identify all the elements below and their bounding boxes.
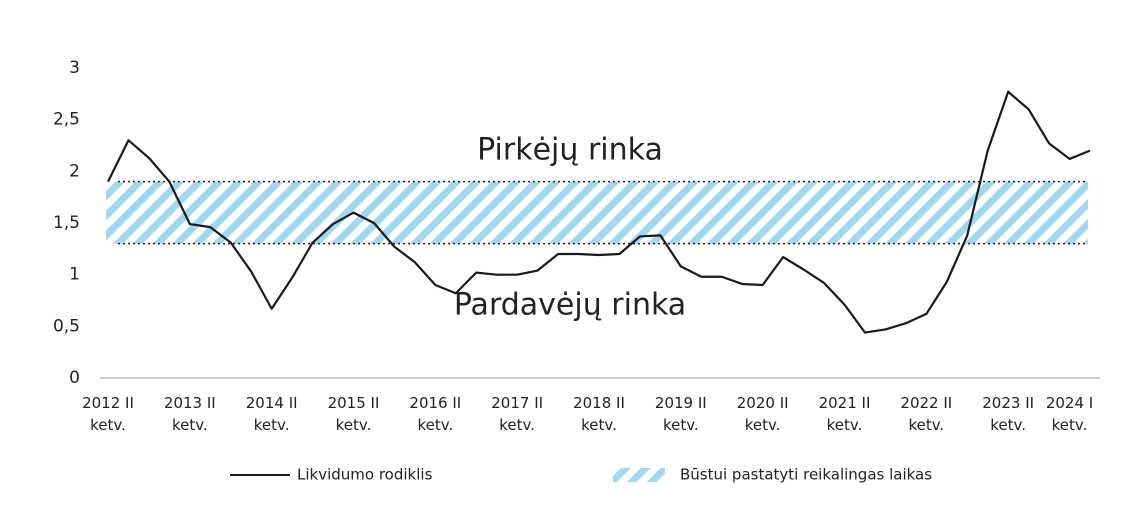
x-tick-label: 2016 II ketv. bbox=[409, 394, 462, 434]
annotation: Pirkėjų rinka bbox=[477, 133, 663, 168]
x-tick-label: 2024 I ketv. bbox=[1045, 394, 1094, 434]
x-tick-label: 2020 II ketv. bbox=[736, 394, 789, 434]
x-tick-label: 2017 II ketv. bbox=[491, 394, 544, 434]
x-tick-label: 2018 II ketv. bbox=[573, 394, 625, 434]
x-tick-label: 2015 II ketv. bbox=[327, 394, 380, 434]
y-tick-label: 0,5 bbox=[53, 316, 80, 336]
annotation: Pardavėjų rinka bbox=[454, 288, 686, 323]
x-tick-label: 2012 II ketv. bbox=[82, 394, 134, 434]
y-tick-label: 3 bbox=[69, 58, 80, 78]
legend-label: Būstui pastatyti reikalingas laikas bbox=[680, 466, 932, 484]
band-area bbox=[106, 181, 1088, 244]
y-tick-label: 2 bbox=[69, 161, 80, 181]
y-tick-label: 1,5 bbox=[53, 213, 80, 233]
x-tick-label: 2014 II ketv. bbox=[245, 394, 298, 434]
y-tick-label: 1 bbox=[69, 265, 80, 285]
y-tick-label: 2,5 bbox=[53, 110, 80, 130]
data-line bbox=[107, 90, 1091, 334]
x-tick-label: 2023 II ketv. bbox=[982, 394, 1035, 434]
x-tick-label: 2022 II ketv. bbox=[900, 394, 953, 434]
x-tick-label: 2013 II ketv. bbox=[163, 394, 216, 434]
y-tick-label: 0 bbox=[69, 368, 80, 388]
legend-swatch bbox=[613, 468, 665, 482]
legend-label: Likvidumo rodiklis bbox=[297, 466, 433, 484]
x-tick-label: 2021 II ketv. bbox=[818, 394, 871, 434]
x-tick-label: 2019 II ketv. bbox=[654, 394, 707, 434]
